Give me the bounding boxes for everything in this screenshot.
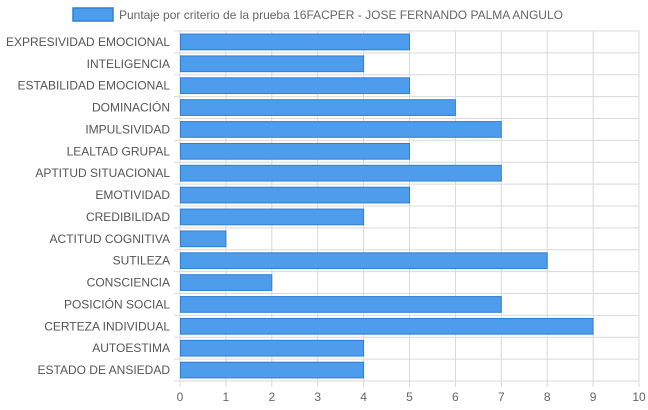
bar[interactable] xyxy=(180,317,594,335)
bar[interactable] xyxy=(180,164,502,182)
x-tick-label: 1 xyxy=(223,390,230,404)
category-label: APTITUD SITUACIONAL xyxy=(35,166,170,180)
category-label: IMPULSIVIDAD xyxy=(85,122,170,136)
bar[interactable] xyxy=(180,142,410,160)
bar[interactable] xyxy=(180,77,410,95)
category-label: CERTEZA INDIVIDUAL xyxy=(44,319,170,333)
category-label: ESTADO DE ANSIEDAD xyxy=(38,363,171,377)
legend-label: Puntaje por criterio de la prueba 16FACP… xyxy=(119,8,563,22)
x-tick-label: 3 xyxy=(314,390,321,404)
legend-swatch xyxy=(72,7,114,22)
category-label: CREDIBILIDAD xyxy=(86,210,170,224)
x-tick-label: 9 xyxy=(590,390,597,404)
bar[interactable] xyxy=(180,99,456,116)
category-label: ESTABILIDAD EMOCIONAL xyxy=(18,79,171,93)
category-label: SUTILEZA xyxy=(113,254,170,268)
bar[interactable] xyxy=(180,296,502,313)
x-axis-ticks: 0 1 2 3 4 5 6 7 8 9 10 xyxy=(177,390,646,404)
bar[interactable] xyxy=(180,361,365,379)
category-labels: EXPRESIVIDAD EMOCIONAL INTELIGENCIA ESTABI… xyxy=(6,35,170,377)
x-tick-label: 0 xyxy=(177,390,184,404)
bars xyxy=(180,33,594,379)
category-label: DOMINACIÓN xyxy=(92,100,170,115)
x-tick-label: 8 xyxy=(544,390,551,404)
x-tick-label: 5 xyxy=(406,390,413,404)
bar[interactable] xyxy=(180,55,365,73)
bar[interactable] xyxy=(180,208,365,226)
x-tick-label: 10 xyxy=(632,390,646,404)
category-label: AUTOESTIMA xyxy=(92,341,170,355)
category-label: EXPRESIVIDAD EMOCIONAL xyxy=(6,35,170,49)
bar[interactable] xyxy=(180,339,365,357)
bar[interactable] xyxy=(180,121,502,138)
category-label: POSICIÓN SOCIAL xyxy=(64,296,170,311)
x-tick-label: 2 xyxy=(268,390,275,404)
category-label: EMOTIVIDAD xyxy=(95,188,170,202)
bar[interactable] xyxy=(180,274,273,291)
x-tick-label: 6 xyxy=(452,390,459,404)
category-label: CONSCIENCIA xyxy=(87,276,170,290)
x-tick-label: 7 xyxy=(498,390,505,404)
category-label: INTELIGENCIA xyxy=(87,57,170,71)
category-label: ACTITUD COGNITIVA xyxy=(50,232,170,246)
x-tick-label: 4 xyxy=(360,390,367,404)
bar[interactable] xyxy=(180,33,410,51)
bar[interactable] xyxy=(180,252,548,270)
legend[interactable]: Puntaje por criterio de la prueba 16FACP… xyxy=(72,7,563,22)
category-label: LEALTAD GRUPAL xyxy=(67,144,171,158)
bar[interactable] xyxy=(180,186,410,204)
bar[interactable] xyxy=(180,230,227,248)
